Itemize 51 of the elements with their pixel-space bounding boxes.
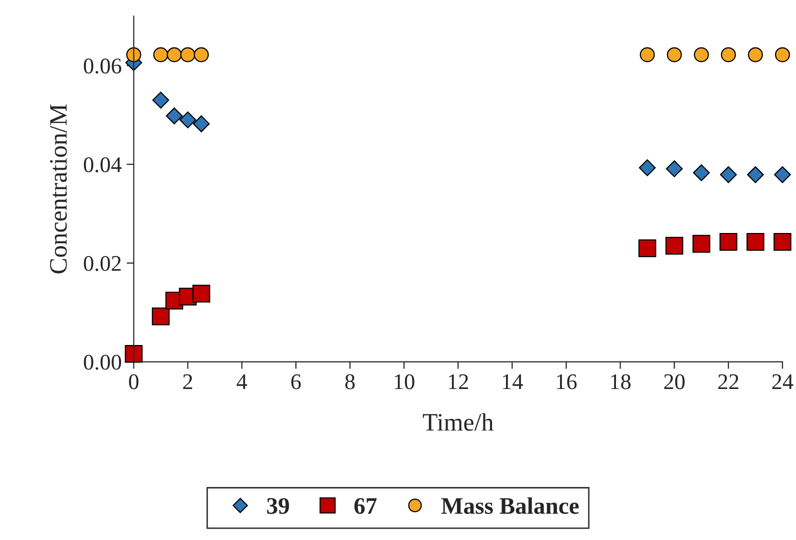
point bbox=[694, 47, 709, 62]
point bbox=[774, 232, 792, 251]
point bbox=[638, 239, 656, 258]
x-tick-label: 4 bbox=[236, 374, 248, 390]
x-tick-label: 2 bbox=[183, 374, 192, 390]
point bbox=[194, 47, 209, 62]
point bbox=[720, 166, 737, 184]
point bbox=[774, 47, 790, 62]
y-tick-label: 0.02 bbox=[84, 256, 121, 272]
x-tick-label: 6 bbox=[291, 374, 301, 390]
point bbox=[152, 307, 170, 326]
point bbox=[666, 160, 683, 178]
x-tick-label: 0 bbox=[129, 374, 138, 390]
point bbox=[192, 284, 210, 303]
point bbox=[774, 166, 791, 184]
point bbox=[692, 234, 710, 253]
x-tick-label: 22 bbox=[718, 374, 738, 390]
point bbox=[720, 47, 736, 62]
point bbox=[747, 166, 764, 184]
point bbox=[692, 164, 710, 182]
legend-label: Mass Balance bbox=[441, 497, 579, 514]
x-tick-label: 24 bbox=[772, 374, 794, 390]
legend-label: 39 bbox=[267, 498, 289, 514]
legend-label: 67 bbox=[354, 498, 377, 514]
x-tick-label: 8 bbox=[345, 374, 355, 390]
point bbox=[640, 47, 655, 62]
point bbox=[720, 232, 738, 251]
y-tick-label: 0.04 bbox=[84, 157, 122, 172]
point bbox=[746, 232, 764, 251]
x-tick-label: 18 bbox=[611, 374, 631, 390]
point bbox=[638, 159, 656, 176]
point bbox=[152, 92, 170, 109]
point bbox=[748, 47, 763, 62]
point bbox=[153, 47, 168, 62]
y-tick-label: 0.06 bbox=[84, 58, 122, 74]
point bbox=[179, 111, 196, 128]
point bbox=[180, 47, 196, 62]
x-tick-label: 14 bbox=[503, 374, 523, 390]
point bbox=[666, 47, 682, 62]
point bbox=[166, 108, 183, 124]
y-tick-label: 0.00 bbox=[84, 354, 122, 370]
x-tick-label: 12 bbox=[448, 374, 468, 390]
x-tick-label: 16 bbox=[557, 374, 577, 390]
x-axis-title: Time/h bbox=[422, 413, 494, 431]
x-tick-label: 10 bbox=[394, 374, 414, 390]
x-tick-label: 20 bbox=[664, 374, 685, 390]
point bbox=[166, 47, 182, 62]
y-axis-title: Concentration/M bbox=[50, 104, 67, 274]
point bbox=[124, 345, 143, 363]
point bbox=[665, 236, 684, 255]
point bbox=[192, 115, 210, 132]
